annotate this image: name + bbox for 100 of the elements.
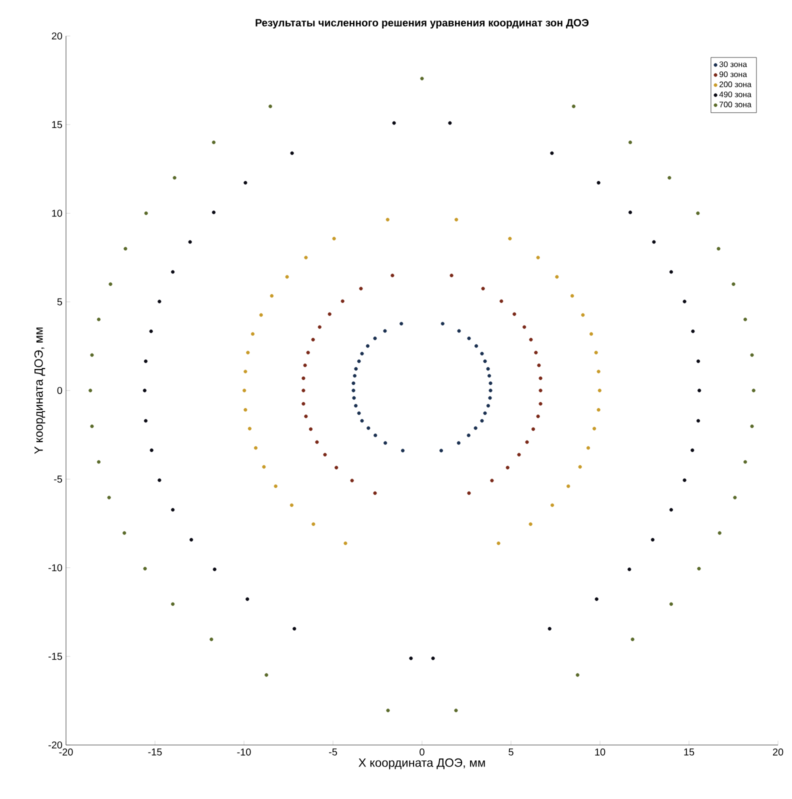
point [359, 286, 363, 290]
point [698, 388, 702, 392]
y-tick-label: 5 [57, 298, 62, 306]
point [340, 299, 344, 303]
point [576, 673, 580, 677]
point [344, 541, 348, 546]
point [357, 359, 361, 364]
point [315, 440, 319, 444]
point [149, 330, 153, 334]
point [386, 218, 390, 222]
point [108, 282, 112, 286]
point [332, 236, 336, 240]
point [487, 374, 492, 378]
y-tick-label: 15 [52, 121, 62, 128]
point [439, 448, 444, 452]
point [506, 466, 510, 470]
point [450, 274, 454, 278]
point [538, 402, 542, 406]
point [96, 318, 101, 322]
point [517, 452, 521, 456]
point [732, 282, 736, 286]
point [596, 370, 600, 374]
point [303, 364, 307, 368]
point [392, 121, 396, 125]
point [718, 531, 722, 535]
point [488, 388, 492, 392]
point [248, 426, 252, 430]
point [538, 388, 542, 392]
point [264, 673, 268, 677]
point [302, 402, 306, 406]
point [696, 419, 700, 423]
point [290, 503, 294, 507]
point [366, 344, 370, 348]
point [750, 353, 754, 357]
point [212, 210, 216, 214]
point [682, 478, 686, 482]
point [290, 151, 294, 155]
point [697, 566, 701, 570]
point [529, 338, 533, 342]
point [454, 708, 458, 712]
y-tick-label: -5 [54, 476, 62, 483]
point [668, 176, 672, 180]
point [488, 396, 492, 400]
point [431, 656, 435, 660]
point [366, 426, 370, 430]
point [534, 350, 538, 354]
point [172, 176, 176, 180]
point [259, 313, 263, 317]
point [354, 404, 358, 408]
point [244, 180, 248, 185]
point [691, 330, 695, 334]
point [158, 478, 162, 482]
x-tick-label: -15 [148, 748, 162, 756]
point [598, 388, 602, 392]
point [302, 388, 306, 392]
point [246, 597, 250, 601]
point [143, 566, 147, 570]
y-tick-label: -10 [48, 564, 62, 572]
point [420, 76, 424, 80]
point [244, 370, 248, 374]
point [144, 211, 148, 216]
point [496, 541, 500, 546]
point [323, 452, 327, 456]
point [262, 465, 266, 469]
point [652, 240, 656, 244]
point [302, 376, 306, 380]
point [352, 381, 356, 386]
x-tick-label: -5 [329, 748, 338, 756]
point [107, 496, 111, 500]
point [550, 503, 554, 507]
point [566, 484, 570, 488]
point [400, 322, 404, 326]
point [480, 352, 484, 356]
y-tick-label: 10 [52, 210, 62, 217]
point [456, 441, 460, 445]
point [250, 332, 255, 336]
x-axis-title: X координата ДОЭ, мм [358, 758, 485, 770]
point [474, 426, 478, 430]
point [400, 448, 405, 452]
point [354, 367, 358, 371]
point [254, 446, 258, 450]
point [628, 568, 632, 572]
point [306, 350, 310, 354]
point [536, 414, 540, 418]
point [538, 376, 542, 380]
point [669, 602, 673, 606]
point [483, 411, 487, 415]
point [594, 350, 598, 354]
point [589, 332, 594, 336]
point [467, 336, 471, 340]
point [242, 388, 246, 392]
point [696, 359, 700, 364]
point [90, 353, 94, 357]
point [448, 121, 452, 125]
point [536, 256, 540, 260]
point [373, 336, 377, 340]
x-tick-label: 10 [595, 748, 606, 756]
point [158, 300, 162, 304]
point [150, 448, 154, 452]
point [586, 446, 590, 450]
